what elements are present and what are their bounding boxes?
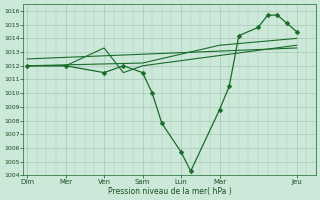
X-axis label: Pression niveau de la mer( hPa ): Pression niveau de la mer( hPa ) bbox=[108, 187, 231, 196]
